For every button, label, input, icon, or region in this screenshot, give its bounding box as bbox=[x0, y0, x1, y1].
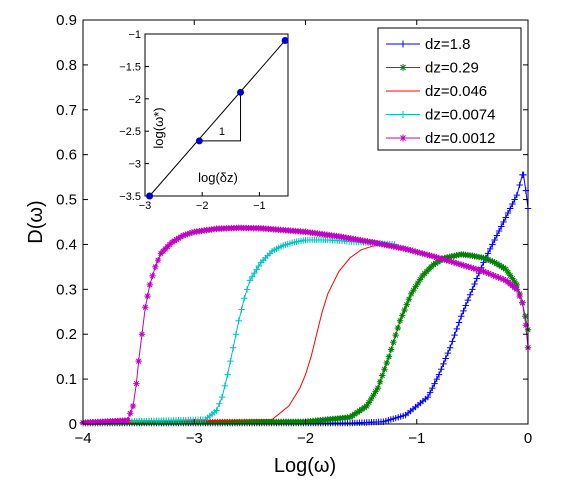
data-point bbox=[144, 293, 150, 299]
x-tick-label: −1 bbox=[408, 430, 425, 447]
data-point bbox=[381, 366, 387, 372]
y-tick-label: 0.4 bbox=[56, 236, 77, 253]
y-tick-label: 0.3 bbox=[56, 281, 77, 298]
inset-x-label: log(δz) bbox=[198, 170, 238, 185]
data-point bbox=[375, 385, 381, 391]
data-point bbox=[395, 325, 401, 331]
legend-label: dz=1.8 bbox=[425, 36, 470, 53]
legend-label: dz=0.29 bbox=[425, 60, 479, 77]
data-point bbox=[142, 304, 148, 310]
inset-chart: log(δz) log(ω*) −3 −2 −1−3.5−3−2.5−2−1.5−1… bbox=[119, 29, 288, 212]
inset-point bbox=[282, 37, 289, 44]
data-point bbox=[392, 332, 398, 338]
data-point bbox=[155, 257, 161, 263]
data-point bbox=[127, 410, 133, 416]
x-tick-label: −4 bbox=[74, 430, 91, 447]
y-tick-label: 0.1 bbox=[56, 371, 77, 388]
data-point bbox=[133, 380, 139, 386]
inset-y-tick-label: −2 bbox=[128, 94, 141, 106]
inset-y-tick-label: −1 bbox=[128, 29, 141, 41]
data-point bbox=[130, 403, 136, 409]
y-tick-label: 0 bbox=[69, 416, 77, 433]
x-tick-label: −3 bbox=[186, 430, 203, 447]
legend-label: dz=0.046 bbox=[425, 83, 487, 100]
inset-point bbox=[196, 137, 203, 144]
data-point bbox=[386, 353, 392, 359]
data-point bbox=[379, 372, 385, 378]
legend-label: dz=0.0074 bbox=[425, 107, 495, 124]
inset-slope-label: 1 bbox=[219, 126, 225, 138]
y-tick-label: 0.6 bbox=[56, 147, 77, 164]
inset-point bbox=[237, 89, 244, 96]
inset-x-tick-label: −1 bbox=[253, 200, 266, 212]
legend: dz=1.8 dz=0.29 dz=0.046 dz=0.0074 dz=0.0012 bbox=[378, 28, 521, 150]
inset-x-tick-label: −2 bbox=[196, 200, 209, 212]
data-point bbox=[400, 135, 407, 142]
data-point bbox=[514, 286, 520, 292]
data-point bbox=[388, 346, 394, 352]
data-point bbox=[149, 273, 155, 279]
data-point bbox=[390, 339, 396, 345]
y-tick-label: 0.8 bbox=[56, 57, 77, 74]
data-point bbox=[384, 360, 390, 366]
data-point bbox=[152, 264, 158, 270]
data-point bbox=[135, 358, 141, 364]
data-point bbox=[400, 64, 407, 71]
inset-y-label: log(ω*) bbox=[151, 107, 166, 148]
y-tick-label: 0.2 bbox=[56, 326, 77, 343]
y-axis-title: D(ω) bbox=[25, 200, 47, 243]
x-tick-label: −2 bbox=[297, 430, 314, 447]
inset-y-tick-label: −2.5 bbox=[119, 126, 141, 138]
data-point bbox=[519, 300, 525, 306]
inset-y-tick-label: −3.5 bbox=[119, 191, 141, 203]
inset-point bbox=[146, 193, 153, 200]
x-axis-title: Log(ω) bbox=[274, 455, 336, 477]
data-point bbox=[124, 417, 130, 423]
data-point bbox=[139, 331, 145, 337]
data-point bbox=[147, 282, 153, 288]
inset-y-tick-label: −1.5 bbox=[119, 61, 141, 73]
x-tick-label: 0 bbox=[524, 430, 532, 447]
y-tick-label: 0.9 bbox=[56, 12, 77, 29]
y-tick-label: 0.7 bbox=[56, 102, 77, 119]
legend-label: dz=0.0012 bbox=[425, 130, 495, 147]
data-point bbox=[377, 379, 383, 385]
inset-y-tick-label: −3 bbox=[128, 159, 141, 171]
data-point bbox=[516, 293, 522, 299]
y-tick-label: 0.5 bbox=[56, 192, 77, 209]
